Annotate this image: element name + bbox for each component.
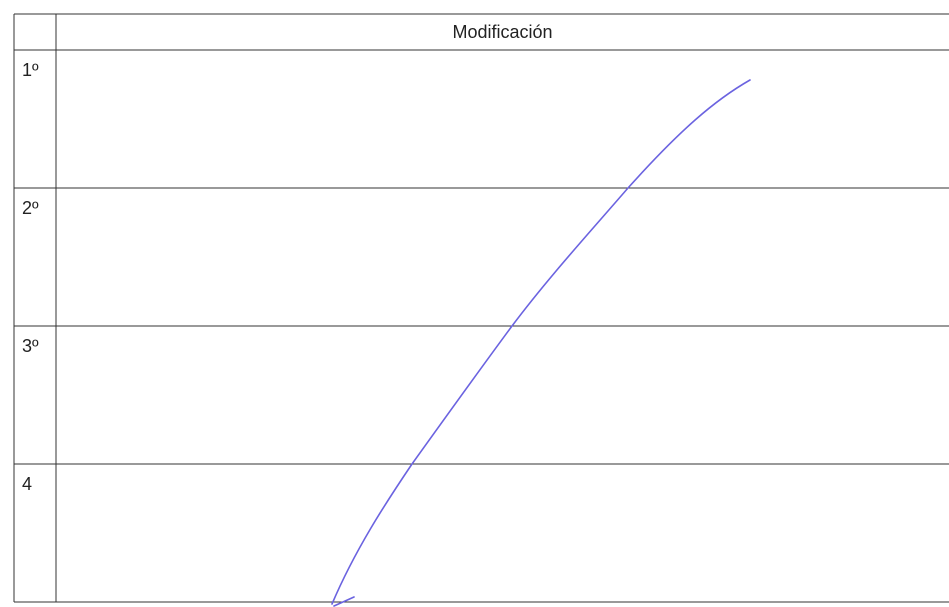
row-label-1: 1º bbox=[22, 60, 39, 80]
row-label-2: 2º bbox=[22, 198, 39, 218]
pen-stroke-mark bbox=[331, 79, 751, 605]
row-label-3: 3º bbox=[22, 336, 39, 356]
pen-stroke-tail bbox=[333, 596, 355, 607]
row-label-4: 4 bbox=[22, 474, 33, 494]
column-header-modificacion: Modificación bbox=[452, 22, 553, 42]
